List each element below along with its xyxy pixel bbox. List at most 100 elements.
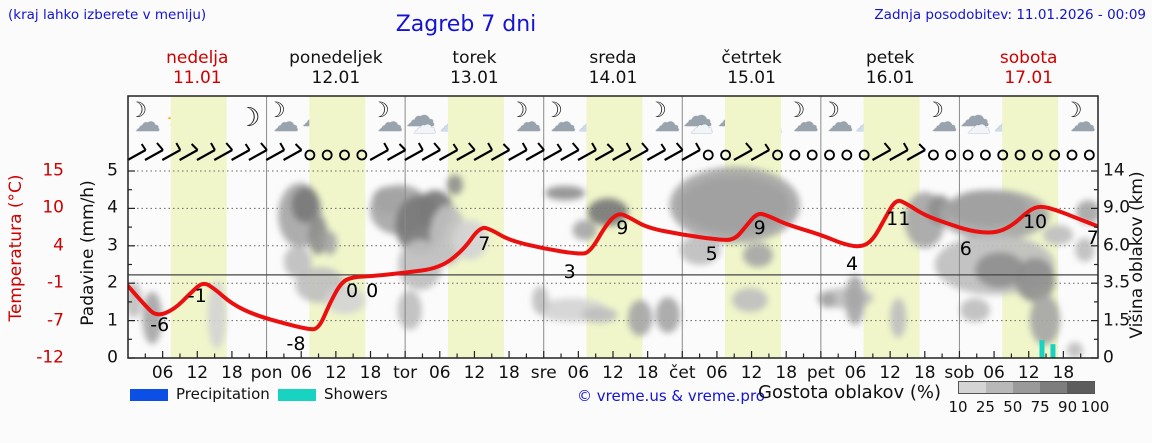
wind-barb-icon	[283, 149, 303, 161]
wind-barb-icon	[161, 149, 181, 161]
calm-wind-icon	[1083, 149, 1095, 161]
axis-tick-label: 15	[42, 160, 64, 181]
calm-wind-icon	[858, 149, 870, 161]
time-tick-label: 12	[879, 363, 901, 383]
wind-barb-icon	[231, 149, 251, 161]
time-tick-label: 06	[567, 363, 590, 383]
axis-tick-label: 3.5	[1103, 272, 1131, 293]
axis-tick-label: 4	[53, 235, 64, 256]
time-tick-label: 12	[186, 363, 209, 383]
wind-barb-icon	[542, 149, 562, 161]
time-tick-label: tor	[393, 363, 418, 383]
showers-bar	[1039, 340, 1045, 358]
calm-wind-icon	[339, 149, 350, 161]
temp-value-label: -6	[150, 314, 170, 337]
wind-barb-icon	[612, 149, 632, 161]
day-header-torek: torek 13.01	[405, 48, 544, 88]
day-header-četrtek: četrtek 15.01	[682, 48, 821, 88]
day-name: ponedeljek	[289, 48, 383, 68]
day-header-petek: petek 16.01	[821, 48, 960, 88]
moon-cloud-icon: ☽ ☁	[821, 98, 854, 138]
time-tick-label: 06	[706, 363, 728, 383]
wind-barb-icon	[733, 149, 753, 161]
time-tick-label: 18	[775, 363, 798, 383]
wind-barb-icon	[871, 149, 892, 161]
day-date: 17.01	[1004, 68, 1054, 88]
temp-value-label: 3	[563, 260, 576, 283]
temperature-curve	[128, 198, 1098, 332]
time-tick-label: 12	[1017, 363, 1040, 383]
calm-wind-icon	[945, 149, 957, 161]
density-segment	[986, 382, 1013, 393]
calm-wind-icon	[806, 149, 818, 161]
showers-bar	[1050, 344, 1056, 358]
temp-value-label: 9	[616, 216, 629, 239]
axis-tick-label: 3	[107, 235, 118, 256]
cloud-density-title: Gostota oblakov (%)	[758, 382, 942, 403]
credit-link[interactable]: © vreme.us & vreme.pro	[577, 387, 765, 405]
wind-barb-icon	[438, 149, 458, 161]
day-name: sobota	[999, 48, 1058, 68]
page-title: Zagreb 7 dni	[395, 12, 537, 37]
wind-barb-icon	[906, 149, 926, 161]
precipitation-label: Precipitation	[176, 385, 270, 403]
last-updated: Zadnja posodobitev: 11.01.2026 - 00:09	[874, 7, 1146, 23]
wind-barb-icon	[265, 149, 285, 161]
time-tick-label: pon	[250, 363, 283, 383]
day-header-sreda: sreda 14.01	[544, 48, 683, 88]
density-segment	[1040, 382, 1067, 393]
axis-tick-label: 0	[107, 347, 118, 368]
time-tick-label: 06	[290, 363, 313, 383]
wind-barb-icon	[386, 149, 407, 161]
day-name: sreda	[589, 48, 637, 68]
time-tick-label: 12	[602, 363, 624, 383]
axis-tick-label: 0	[1103, 347, 1114, 368]
showers-swatch	[278, 389, 316, 401]
wind-barb-icon	[421, 149, 441, 161]
temp-value-label: 10	[1022, 210, 1048, 233]
day-name: petek	[866, 48, 915, 68]
calm-wind-icon	[1014, 149, 1026, 161]
wind-barb-row	[127, 142, 1095, 161]
calm-wind-icon	[789, 149, 801, 161]
axis-tick-label: 2	[107, 272, 118, 293]
density-tick-label: 50	[1003, 398, 1023, 416]
calm-wind-icon	[928, 149, 939, 161]
axis-tick-label: 4	[107, 197, 118, 218]
temp-value-label: 0	[366, 280, 379, 303]
density-tick-label: 10	[948, 398, 968, 416]
density-segment	[1013, 382, 1040, 393]
calm-wind-icon	[980, 149, 991, 161]
calm-wind-icon	[772, 149, 783, 161]
temp-value-label: 4	[845, 253, 859, 276]
time-tick-label: sob	[944, 363, 975, 383]
temp-value-label: 7	[1086, 226, 1099, 249]
day-name: četrtek	[721, 48, 782, 68]
day-header-ponedeljek: ponedeljek 12.01	[267, 48, 406, 88]
moon-cloud-icon: ☽ ☁	[1063, 98, 1096, 138]
temp-value-label: 11	[886, 207, 911, 230]
axis-tick-label: -12	[36, 347, 64, 368]
axis-tick-label: 6.0	[1103, 235, 1131, 256]
moon-cloud-icon: ☽ ☁	[786, 98, 819, 138]
calm-wind-icon	[356, 149, 368, 161]
moon-cloud-icon: ☽ ☁	[544, 98, 577, 138]
day-date: 15.01	[727, 68, 776, 88]
wind-barb-icon	[889, 149, 909, 161]
density-tick-label: 100	[1080, 398, 1110, 416]
wind-barb-icon	[456, 149, 476, 161]
wind-barb-icon	[127, 149, 147, 161]
time-tick-label: 18	[636, 363, 659, 383]
cloud-cover-field	[128, 166, 1098, 358]
axis-tick-label: -7	[47, 310, 64, 331]
wind-barb-icon	[577, 149, 597, 161]
moon-cloud-icon: ☽ ☁	[128, 98, 161, 138]
moon-cloud-icon: ☽ ☁	[370, 98, 403, 138]
calm-wind-icon	[824, 149, 835, 161]
temp-value-label: 7	[478, 232, 491, 255]
wind-barb-icon	[629, 149, 649, 161]
wind-barb-icon	[404, 149, 424, 161]
calm-wind-icon	[304, 149, 316, 161]
wind-barb-icon	[560, 149, 580, 161]
menu-hint: (kraj lahko izberete v meniju)	[8, 7, 207, 23]
